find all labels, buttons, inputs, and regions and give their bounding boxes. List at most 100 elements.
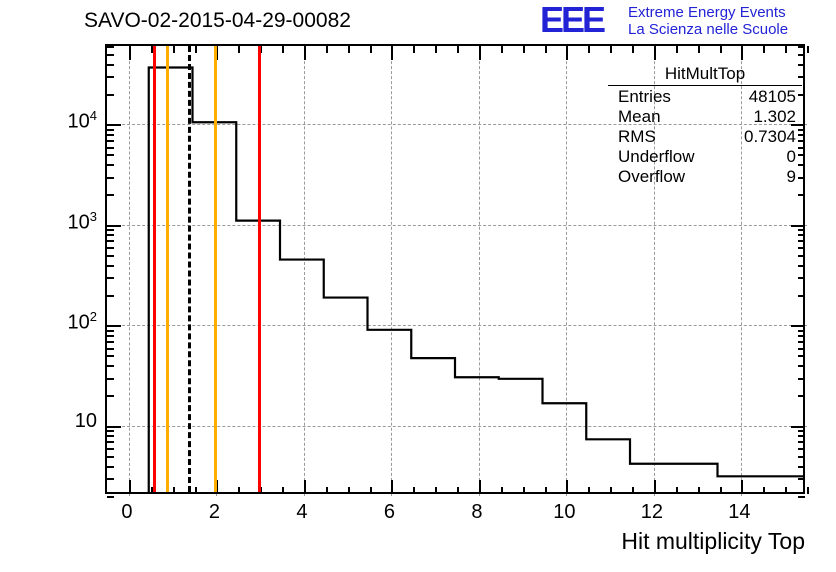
x-minor-tick: [632, 46, 634, 53]
x-minor-tick: [325, 487, 328, 494]
y-minor-tick: [107, 128, 114, 131]
x-major-tick: [391, 46, 394, 60]
stats-value: 0: [786, 147, 796, 166]
marker-line-4: [214, 46, 218, 492]
stats-row: Entries 48105: [608, 87, 802, 107]
y-major-tick: [107, 325, 121, 328]
y-tick-label: 102: [67, 309, 97, 334]
y-minor-tick: [107, 146, 114, 149]
y-tick-label: 104: [67, 108, 97, 133]
y-minor-tick: [107, 478, 114, 481]
y-minor-tick: [798, 377, 805, 380]
y-minor-tick: [107, 365, 114, 368]
stats-value: 1.302: [753, 107, 796, 126]
x-major-tick: [478, 46, 481, 60]
x-minor-tick: [282, 46, 284, 53]
y-minor-tick: [107, 377, 114, 380]
y-minor-tick: [107, 194, 114, 197]
eee-logo-mark: EEE: [540, 0, 606, 40]
x-minor-tick: [238, 487, 241, 494]
x-minor-tick: [435, 46, 438, 53]
x-minor-tick: [260, 46, 263, 53]
y-minor-tick: [107, 465, 114, 468]
x-tick-label: 12: [640, 501, 663, 523]
y-major-tick: [107, 425, 121, 428]
y-minor-tick: [798, 164, 805, 167]
x-minor-tick: [675, 46, 678, 53]
x-minor-tick: [763, 487, 766, 494]
y-minor-tick: [798, 465, 805, 468]
y-minor-tick: [798, 347, 805, 350]
y-minor-tick: [107, 247, 114, 250]
stats-divider: [608, 85, 802, 86]
y-major-tick: [791, 425, 805, 428]
y-minor-tick: [798, 340, 805, 343]
y-minor-tick: [107, 340, 114, 343]
y-minor-tick: [798, 277, 805, 280]
x-major-tick: [216, 480, 219, 494]
x-minor-tick: [807, 487, 809, 494]
y-minor-tick: [798, 229, 805, 232]
x-minor-tick: [172, 487, 175, 494]
y-major-tick: [791, 224, 805, 227]
x-minor-tick: [347, 487, 350, 494]
y-minor-tick: [107, 355, 114, 358]
x-major-tick: [478, 480, 481, 494]
y-minor-tick: [107, 93, 114, 96]
stats-key: RMS: [618, 127, 656, 146]
x-minor-tick: [807, 46, 809, 53]
stats-row: Mean 1.302: [608, 107, 802, 127]
x-major-tick: [303, 480, 306, 494]
x-minor-tick: [697, 487, 700, 494]
y-major-tick: [791, 124, 805, 127]
x-tick-label: 0: [121, 501, 133, 523]
y-minor-tick: [798, 240, 805, 243]
x-major-tick: [653, 480, 656, 494]
y-minor-tick: [798, 76, 805, 79]
y-minor-tick: [107, 63, 114, 66]
eee-logo: EEE Extreme Energy Events La Scienza nel…: [540, 0, 836, 41]
y-major-tick: [107, 224, 121, 227]
y-minor-tick: [798, 294, 805, 297]
x-minor-tick: [413, 487, 416, 494]
x-minor-tick: [675, 487, 678, 494]
y-minor-tick: [798, 194, 805, 197]
stats-value: 48105: [748, 87, 796, 106]
eee-logo-line1: Extreme Energy Events: [628, 4, 786, 21]
stats-box: HitMultTop Entries 48105 Mean 1.302 RMS 0.730…: [608, 64, 802, 187]
stats-value: 0.7304: [744, 127, 796, 146]
y-minor-tick: [798, 133, 805, 136]
x-major-tick: [303, 46, 306, 60]
x-tick-label: 4: [296, 501, 308, 523]
x-minor-tick: [325, 46, 328, 53]
y-minor-tick: [107, 139, 114, 142]
y-minor-tick: [107, 264, 114, 267]
x-minor-tick: [522, 487, 525, 494]
x-minor-tick: [238, 46, 241, 53]
x-minor-tick: [172, 46, 175, 53]
x-minor-tick: [435, 487, 438, 494]
x-minor-tick: [500, 487, 503, 494]
x-minor-tick: [194, 46, 197, 53]
y-minor-tick: [107, 496, 114, 498]
y-minor-tick: [107, 347, 114, 350]
page-title: SAVO-02-2015-04-29-00082: [84, 9, 351, 32]
x-major-tick: [566, 46, 569, 60]
y-minor-tick: [107, 294, 114, 297]
y-minor-tick: [798, 128, 805, 131]
stats-key: Overflow: [618, 167, 686, 186]
x-tick-label: 6: [383, 501, 395, 523]
y-minor-tick: [798, 430, 805, 433]
x-major-tick: [216, 46, 219, 60]
y-major-tick: [791, 325, 805, 328]
x-minor-tick: [347, 46, 350, 53]
x-tick-label: 14: [728, 501, 751, 523]
x-minor-tick: [610, 46, 613, 53]
x-minor-tick: [719, 487, 722, 494]
y-minor-tick: [107, 133, 114, 136]
eee-logo-text: Extreme Energy Events La Scienza nelle S…: [628, 4, 788, 38]
x-minor-tick: [500, 46, 503, 53]
stats-title: HitMultTop: [664, 64, 746, 83]
stats-row: RMS 0.7304: [608, 127, 802, 147]
